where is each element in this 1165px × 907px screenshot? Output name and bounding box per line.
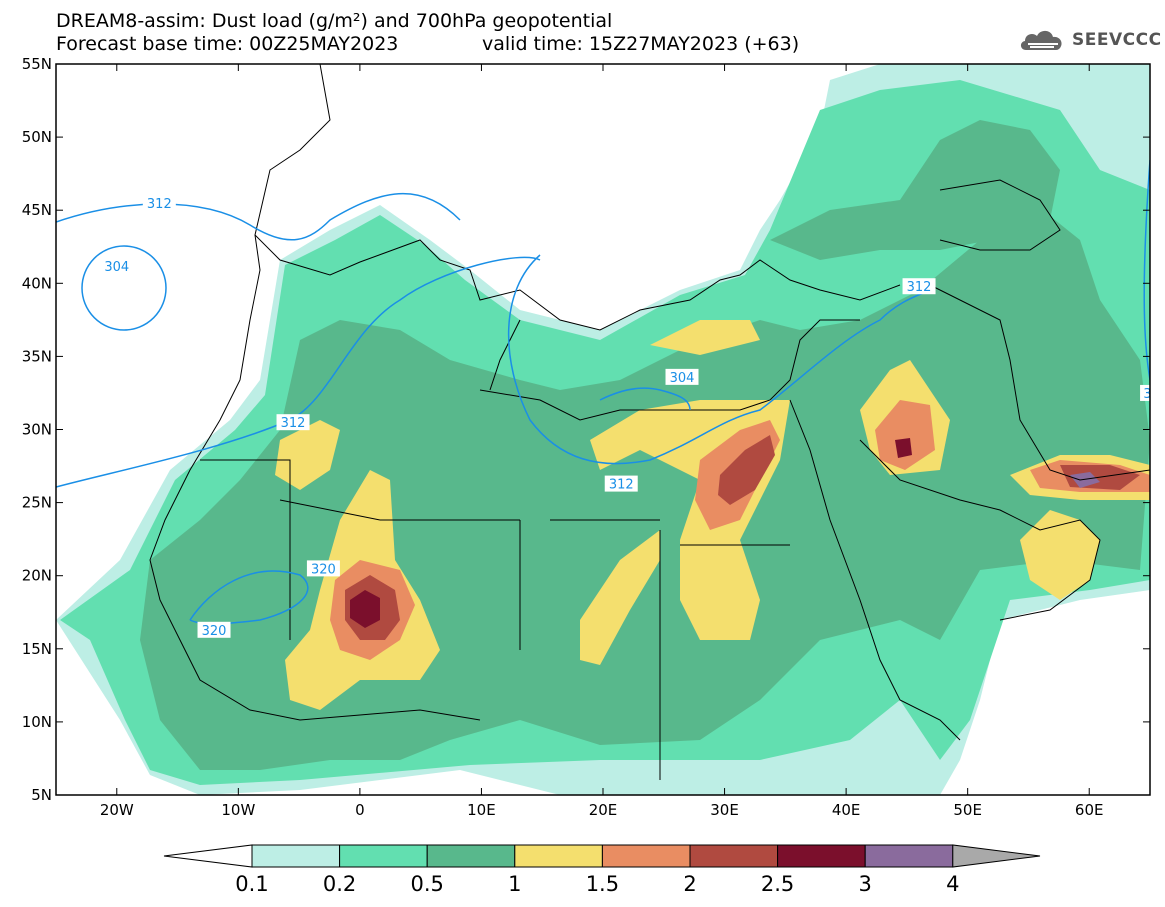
colorbar-min-triangle — [163, 844, 253, 868]
lon-label: 40E — [832, 801, 861, 819]
colorbar-level-label: 0.2 — [323, 872, 356, 896]
colorbar-level-label: 2.5 — [761, 872, 794, 896]
colorbar-level-label: 2 — [683, 872, 696, 896]
colorbar-level-label: 3 — [859, 872, 872, 896]
dust-region-heavy-arabia — [1020, 510, 1100, 600]
colorbar-segment — [601, 844, 691, 868]
lon-label: 20W — [100, 801, 134, 819]
forecast-base-time: Forecast base time: 00Z25MAY2023 — [56, 33, 399, 55]
dust-region-heavy-crete — [650, 320, 760, 355]
lon-label: 20E — [589, 801, 618, 819]
contour-label: 312 — [147, 197, 172, 212]
dust-region-max-gulf — [1070, 472, 1100, 488]
contour-label: 320 — [202, 624, 227, 639]
lat-label: 55N — [22, 55, 52, 73]
valid-time: valid time: 15Z27MAY2023 (+63) — [482, 33, 800, 55]
colorbar-segment — [251, 844, 341, 868]
colorbar-level-label: 4 — [946, 872, 959, 896]
lat-label: 5N — [31, 786, 52, 804]
colorbar-max-triangle — [952, 844, 1041, 868]
colorbar-segment — [689, 844, 779, 868]
contour-label-bg — [306, 560, 340, 577]
dust-region-extreme-sahel — [350, 590, 380, 628]
contour-label-bg — [142, 194, 176, 211]
lon-label: 50E — [953, 801, 982, 819]
dust-region-extreme-iraq — [895, 438, 912, 458]
colorbar-segment — [339, 844, 428, 868]
contour-label: 312 — [907, 280, 932, 295]
contour-labels: 312 304 312 304 312 312 320 320 3 — [100, 194, 1151, 639]
lon-label: 10W — [221, 801, 255, 819]
dust-region-high-iraq — [875, 400, 935, 470]
colorbar-level-label: 1 — [508, 872, 521, 896]
lat-label: 40N — [22, 274, 52, 292]
contour-label: 3 — [1143, 387, 1151, 402]
lat-label: 45N — [22, 201, 52, 219]
latitude-axis: 55N 50N 45N 40N 35N 30N 25N 20N 15N 10N 5N — [22, 55, 1150, 804]
lon-label: 0 — [355, 801, 365, 819]
contour-label-bg — [197, 621, 231, 638]
contour-label-bg — [665, 368, 699, 385]
lat-label: 25N — [22, 494, 52, 512]
colorbar-level-label: 0.1 — [235, 872, 268, 896]
colorbar-level-label: 0.5 — [410, 872, 443, 896]
dust-region-heavy-chad — [580, 530, 660, 665]
lat-label: 15N — [22, 640, 52, 658]
colorbar-segment — [864, 844, 954, 868]
lat-label: 20N — [22, 567, 52, 585]
longitude-axis: 20W 10W 0 10E 20E 30E 40E 50E 60E — [100, 64, 1104, 819]
contour-label: 320 — [311, 562, 336, 577]
geopotential-contours — [56, 159, 1150, 625]
seevccc-logo: SEEVCCC — [1018, 26, 1162, 54]
contour-label-bg — [902, 278, 936, 295]
lon-label: 10E — [467, 801, 496, 819]
contour-label-bg — [276, 414, 310, 431]
lon-label: 30E — [710, 801, 739, 819]
lon-label: 60E — [1075, 801, 1104, 819]
contour-label-bg — [1140, 384, 1150, 401]
map-title: DREAM8-assim: Dust load (g/m²) and 700hP… — [56, 10, 613, 32]
colorbar-level-label: 1.5 — [586, 872, 619, 896]
colorbar-segment — [426, 844, 516, 868]
lat-label: 35N — [22, 347, 52, 365]
cloud-logo-icon — [1020, 30, 1062, 50]
contour-label-bg — [604, 475, 638, 492]
contour-label: 304 — [670, 371, 695, 386]
colorbar-segment — [514, 844, 603, 868]
contour-label: 312 — [281, 416, 306, 431]
dust-region-moderate-north — [770, 120, 1060, 260]
contour-label: 312 — [609, 478, 634, 493]
contour-label: 304 — [104, 260, 129, 275]
lat-label: 50N — [22, 128, 52, 146]
colorbar-segment — [777, 844, 866, 868]
dust-region-very-high-egypt — [718, 435, 775, 505]
dust-region-heavy-morocco — [275, 420, 340, 490]
lat-label: 30N — [22, 421, 52, 439]
logo-text: SEEVCCC — [1072, 30, 1162, 50]
coastlines — [149, 64, 1150, 780]
map-field: 312 304 312 304 312 312 320 320 3 — [56, 64, 1151, 795]
colorbar: 0.1 0.2 0.5 1 1.5 2 2.5 3 4 — [163, 844, 1041, 896]
contour-label-bg — [100, 257, 134, 274]
lat-label: 10N — [22, 713, 52, 731]
